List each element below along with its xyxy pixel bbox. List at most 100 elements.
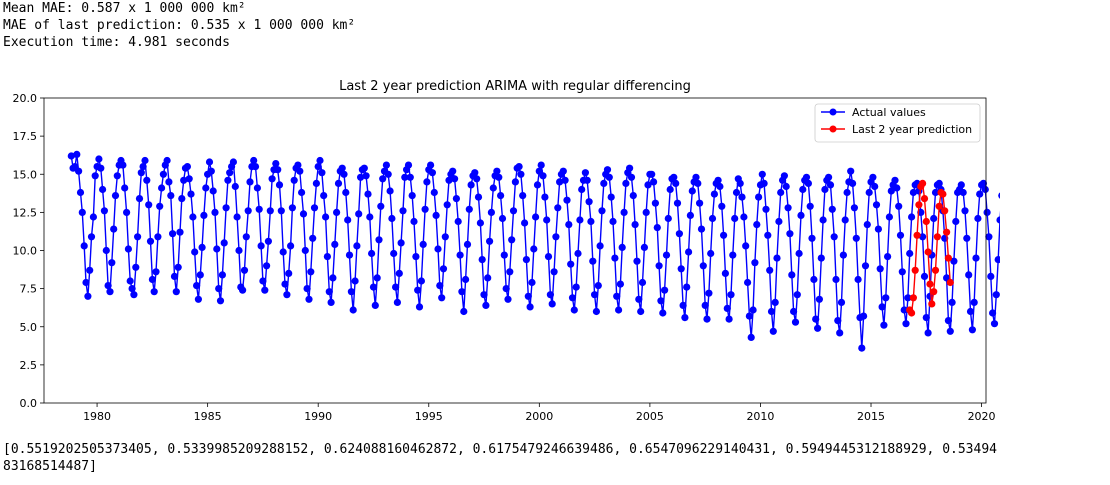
data-point-actual: [738, 193, 746, 201]
data-point-actual: [872, 201, 881, 209]
data-point-prediction: [928, 300, 936, 308]
data-point-actual: [869, 173, 877, 181]
data-point-actual: [290, 176, 298, 184]
data-point-actual: [720, 231, 728, 239]
data-point-actual: [439, 265, 448, 273]
data-point-actual: [102, 246, 110, 255]
data-point-actual: [76, 188, 85, 197]
data-point-actual: [458, 288, 466, 296]
data-point-prediction: [935, 202, 943, 210]
data-point-actual: [384, 170, 392, 178]
data-point-actual: [229, 158, 237, 166]
data-point-actual: [323, 253, 331, 261]
data-point-actual: [454, 217, 462, 226]
data-point-prediction: [946, 278, 954, 287]
data-point-actual: [544, 253, 553, 261]
data-point-actual: [110, 225, 118, 233]
data-point-actual: [797, 211, 805, 219]
data-point-actual: [438, 294, 446, 302]
data-point-actual: [697, 225, 706, 233]
data-point-actual: [745, 312, 754, 320]
data-point-actual: [132, 263, 140, 271]
data-point-actual: [979, 179, 988, 187]
data-point-actual: [786, 230, 794, 238]
data-point-actual: [948, 298, 956, 306]
data-point-actual: [629, 192, 637, 200]
data-point-actual: [596, 242, 604, 250]
data-point-actual: [762, 205, 770, 213]
y-tick-label: 12.5: [13, 206, 38, 219]
data-point-actual: [377, 202, 385, 210]
data-point-actual: [111, 192, 120, 200]
data-point-actual: [178, 195, 186, 203]
data-point-actual: [266, 207, 274, 215]
data-point-actual: [353, 242, 361, 250]
data-point-actual: [902, 320, 910, 328]
data-point-actual: [931, 188, 940, 197]
data-point-actual: [598, 207, 606, 215]
data-point-actual: [75, 167, 83, 175]
data-point-actual: [272, 160, 280, 168]
data-point-actual: [121, 184, 129, 192]
data-point-actual: [185, 175, 193, 183]
data-point-actual: [528, 278, 536, 287]
data-point-actual: [561, 176, 569, 184]
data-point-actual: [487, 208, 495, 216]
data-point-actual: [675, 230, 684, 238]
data-point-actual: [251, 163, 260, 171]
data-point-actual: [344, 216, 352, 224]
data-point-actual: [360, 164, 368, 172]
data-point-actual: [994, 256, 1000, 264]
legend-box: [814, 103, 981, 143]
data-point-actual: [742, 242, 750, 250]
data-point-actual: [825, 173, 833, 181]
data-point-actual: [705, 289, 713, 297]
data-point-actual: [657, 297, 665, 305]
data-point-actual: [839, 251, 848, 259]
data-point-actual: [473, 175, 481, 183]
data-point-actual: [364, 190, 372, 198]
data-point-actual: [990, 320, 999, 328]
mae-results-list: [0.5519202505373405, 0.5339985209288152,…: [3, 441, 997, 475]
data-point-actual: [309, 234, 317, 242]
legend-prediction-label: Last 2 year prediction: [852, 123, 972, 136]
data-point-actual: [637, 307, 645, 316]
data-point-actual: [537, 161, 545, 169]
data-point-actual: [86, 266, 94, 274]
data-point-actual: [832, 275, 840, 284]
data-point-prediction: [941, 207, 949, 215]
data-point-actual: [231, 182, 239, 191]
data-point-actual: [362, 172, 370, 180]
data-point-actual: [314, 163, 322, 171]
data-point-actual: [989, 309, 997, 317]
data-point-actual: [808, 234, 816, 242]
data-point-actual: [539, 172, 547, 180]
data-point-actual: [126, 277, 134, 285]
data-point-actual: [885, 213, 894, 221]
data-point-prediction: [909, 294, 918, 302]
data-point-actual: [152, 268, 160, 276]
data-point-actual: [310, 204, 319, 212]
data-point-actual: [124, 245, 132, 253]
data-point-actual: [345, 251, 354, 259]
x-tick-label: 2010: [746, 410, 774, 423]
data-point-actual: [983, 208, 991, 216]
data-point-actual: [285, 269, 293, 277]
y-tick-label: 5.0: [20, 321, 38, 334]
data-point-actual: [135, 195, 144, 203]
mean-mae-text: Mean MAE: 0.587 x 1 000 000 km²: [3, 1, 246, 16]
data-point-actual: [191, 248, 199, 256]
x-tick-label: 1980: [83, 410, 111, 423]
data-point-actual: [200, 211, 208, 219]
data-point-actual: [67, 152, 75, 160]
data-point-actual: [150, 288, 158, 296]
data-point-actual: [755, 193, 763, 201]
data-point-actual: [806, 202, 814, 210]
data-point-actual: [896, 231, 905, 239]
data-point-actual: [322, 213, 330, 221]
data-point-actual: [611, 254, 619, 262]
data-point-actual: [412, 253, 420, 261]
data-point-actual: [865, 188, 873, 197]
data-point-actual: [146, 237, 155, 245]
data-point-actual: [456, 251, 464, 259]
